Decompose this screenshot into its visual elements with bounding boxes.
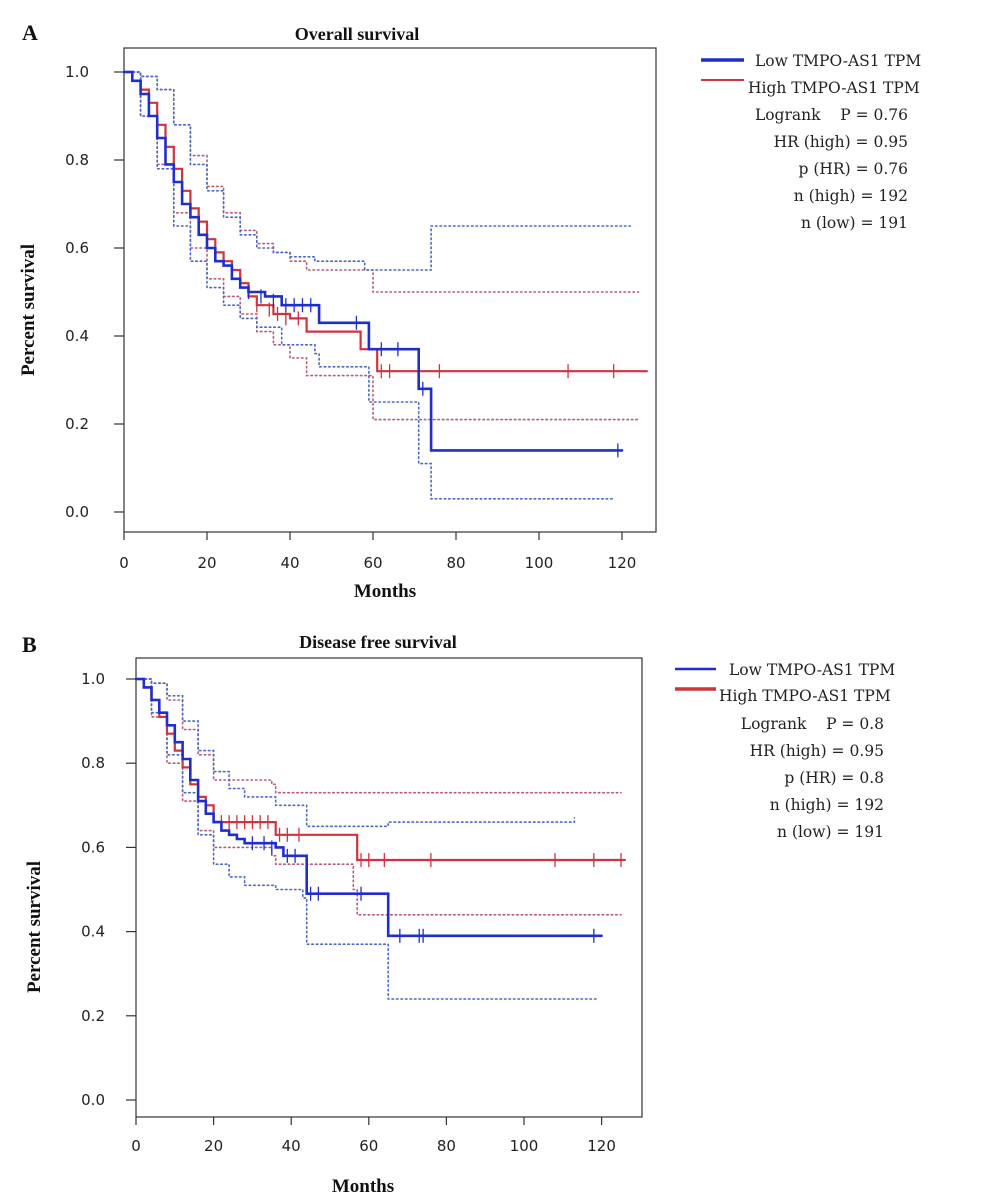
x-tick-label-b: 40 xyxy=(282,1137,301,1155)
x-axis-title-b: Months xyxy=(332,1176,394,1197)
panel-label-b: B xyxy=(22,632,37,657)
legend-label-low-b: Low TMPO-AS1 TPM xyxy=(729,661,895,679)
y-tick-label-b: 0.2 xyxy=(81,1007,105,1025)
x-tick-label-a: 40 xyxy=(280,554,299,572)
plot-frame-a xyxy=(123,47,657,533)
stat-nhigh-b: n (high) = 192 xyxy=(770,796,884,814)
legend-label-high-a: High TMPO-AS1 TPM xyxy=(748,79,920,97)
y-tick-label-a: 1.0 xyxy=(65,63,89,81)
panel-b-disease-free-survival: B Disease free survival Months Percent s… xyxy=(22,632,895,1197)
y-axis-title-b: Percent survival xyxy=(24,861,45,993)
survival-curve-low-ci-a xyxy=(123,71,615,500)
y-tick-label-a: 0.0 xyxy=(65,503,89,521)
stat-hr-b: HR (high) = 0.95 xyxy=(750,742,884,760)
stat-logrank-a: Logrank P = 0.76 xyxy=(755,106,908,124)
plot-frame-b xyxy=(135,657,643,1118)
stat-nhigh-a: n (high) = 192 xyxy=(794,187,908,205)
survival-curve-high-ci-b xyxy=(135,678,622,916)
y-tick-label-a: 0.2 xyxy=(65,415,89,433)
chart-title-a: Overall survival xyxy=(295,24,420,44)
y-tick-label-b: 0.4 xyxy=(81,923,105,941)
stat-nlow-b: n (low) = 191 xyxy=(777,823,884,841)
x-tick-label-b: 20 xyxy=(204,1137,223,1155)
x-axis-title-a: Months xyxy=(354,581,416,602)
survival-curve-high-a xyxy=(122,70,648,373)
survival-curve-low-ci-b xyxy=(135,678,576,828)
y-tick-label-b: 1.0 xyxy=(81,670,105,688)
survival-curve-low-ci-a xyxy=(123,71,632,271)
survival-curve-high-ci-a xyxy=(123,71,640,421)
x-tick-label-b: 120 xyxy=(587,1137,616,1155)
panel-label-a: A xyxy=(22,20,38,45)
stat-phr-a: p (HR) = 0.76 xyxy=(799,160,908,178)
survival-curve-low-ci-b xyxy=(135,678,599,1000)
y-tick-label-a: 0.4 xyxy=(65,327,89,345)
legend-a: Low TMPO-AS1 TPM High TMPO-AS1 TPM Logra… xyxy=(701,52,921,232)
x-tick-label-b: 0 xyxy=(131,1137,141,1155)
x-tick-label-a: 60 xyxy=(363,554,382,572)
legend-b: Low TMPO-AS1 TPM High TMPO-AS1 TPM Logra… xyxy=(675,661,895,841)
panel-a-overall-survival: A Overall survival Months Percent surviv… xyxy=(18,20,921,602)
x-tick-label-a: 20 xyxy=(197,554,216,572)
survival-curve-low-b xyxy=(134,677,603,938)
y-tick-label-a: 0.6 xyxy=(65,239,89,257)
stat-nlow-a: n (low) = 191 xyxy=(801,214,908,232)
x-tick-label-a: 120 xyxy=(608,554,637,572)
x-tick-label-b: 100 xyxy=(510,1137,539,1155)
x-tick-label-b: 80 xyxy=(437,1137,456,1155)
y-axis-title-a: Percent survival xyxy=(18,244,39,376)
chart-title-b: Disease free survival xyxy=(299,632,457,652)
x-tick-label-a: 80 xyxy=(446,554,465,572)
y-tick-label-a: 0.8 xyxy=(65,151,89,169)
stat-hr-a: HR (high) = 0.95 xyxy=(774,133,908,151)
legend-label-high-b: High TMPO-AS1 TPM xyxy=(719,687,891,705)
survival-curve-high-ci-a xyxy=(123,71,640,293)
x-tick-label-a: 100 xyxy=(525,554,554,572)
legend-label-low-a: Low TMPO-AS1 TPM xyxy=(755,52,921,70)
survival-curve-high-b xyxy=(134,677,626,862)
x-tick-label-a: 0 xyxy=(119,554,129,572)
stat-logrank-b: Logrank P = 0.8 xyxy=(741,715,884,733)
survival-curve-high-ci-b xyxy=(135,678,622,794)
y-tick-label-b: 0.0 xyxy=(81,1091,105,1109)
stat-phr-b: p (HR) = 0.8 xyxy=(784,769,884,787)
survival-curve-low-a xyxy=(122,70,624,452)
y-tick-label-b: 0.6 xyxy=(81,838,105,856)
y-tick-label-b: 0.8 xyxy=(81,754,105,772)
x-tick-label-b: 60 xyxy=(359,1137,378,1155)
